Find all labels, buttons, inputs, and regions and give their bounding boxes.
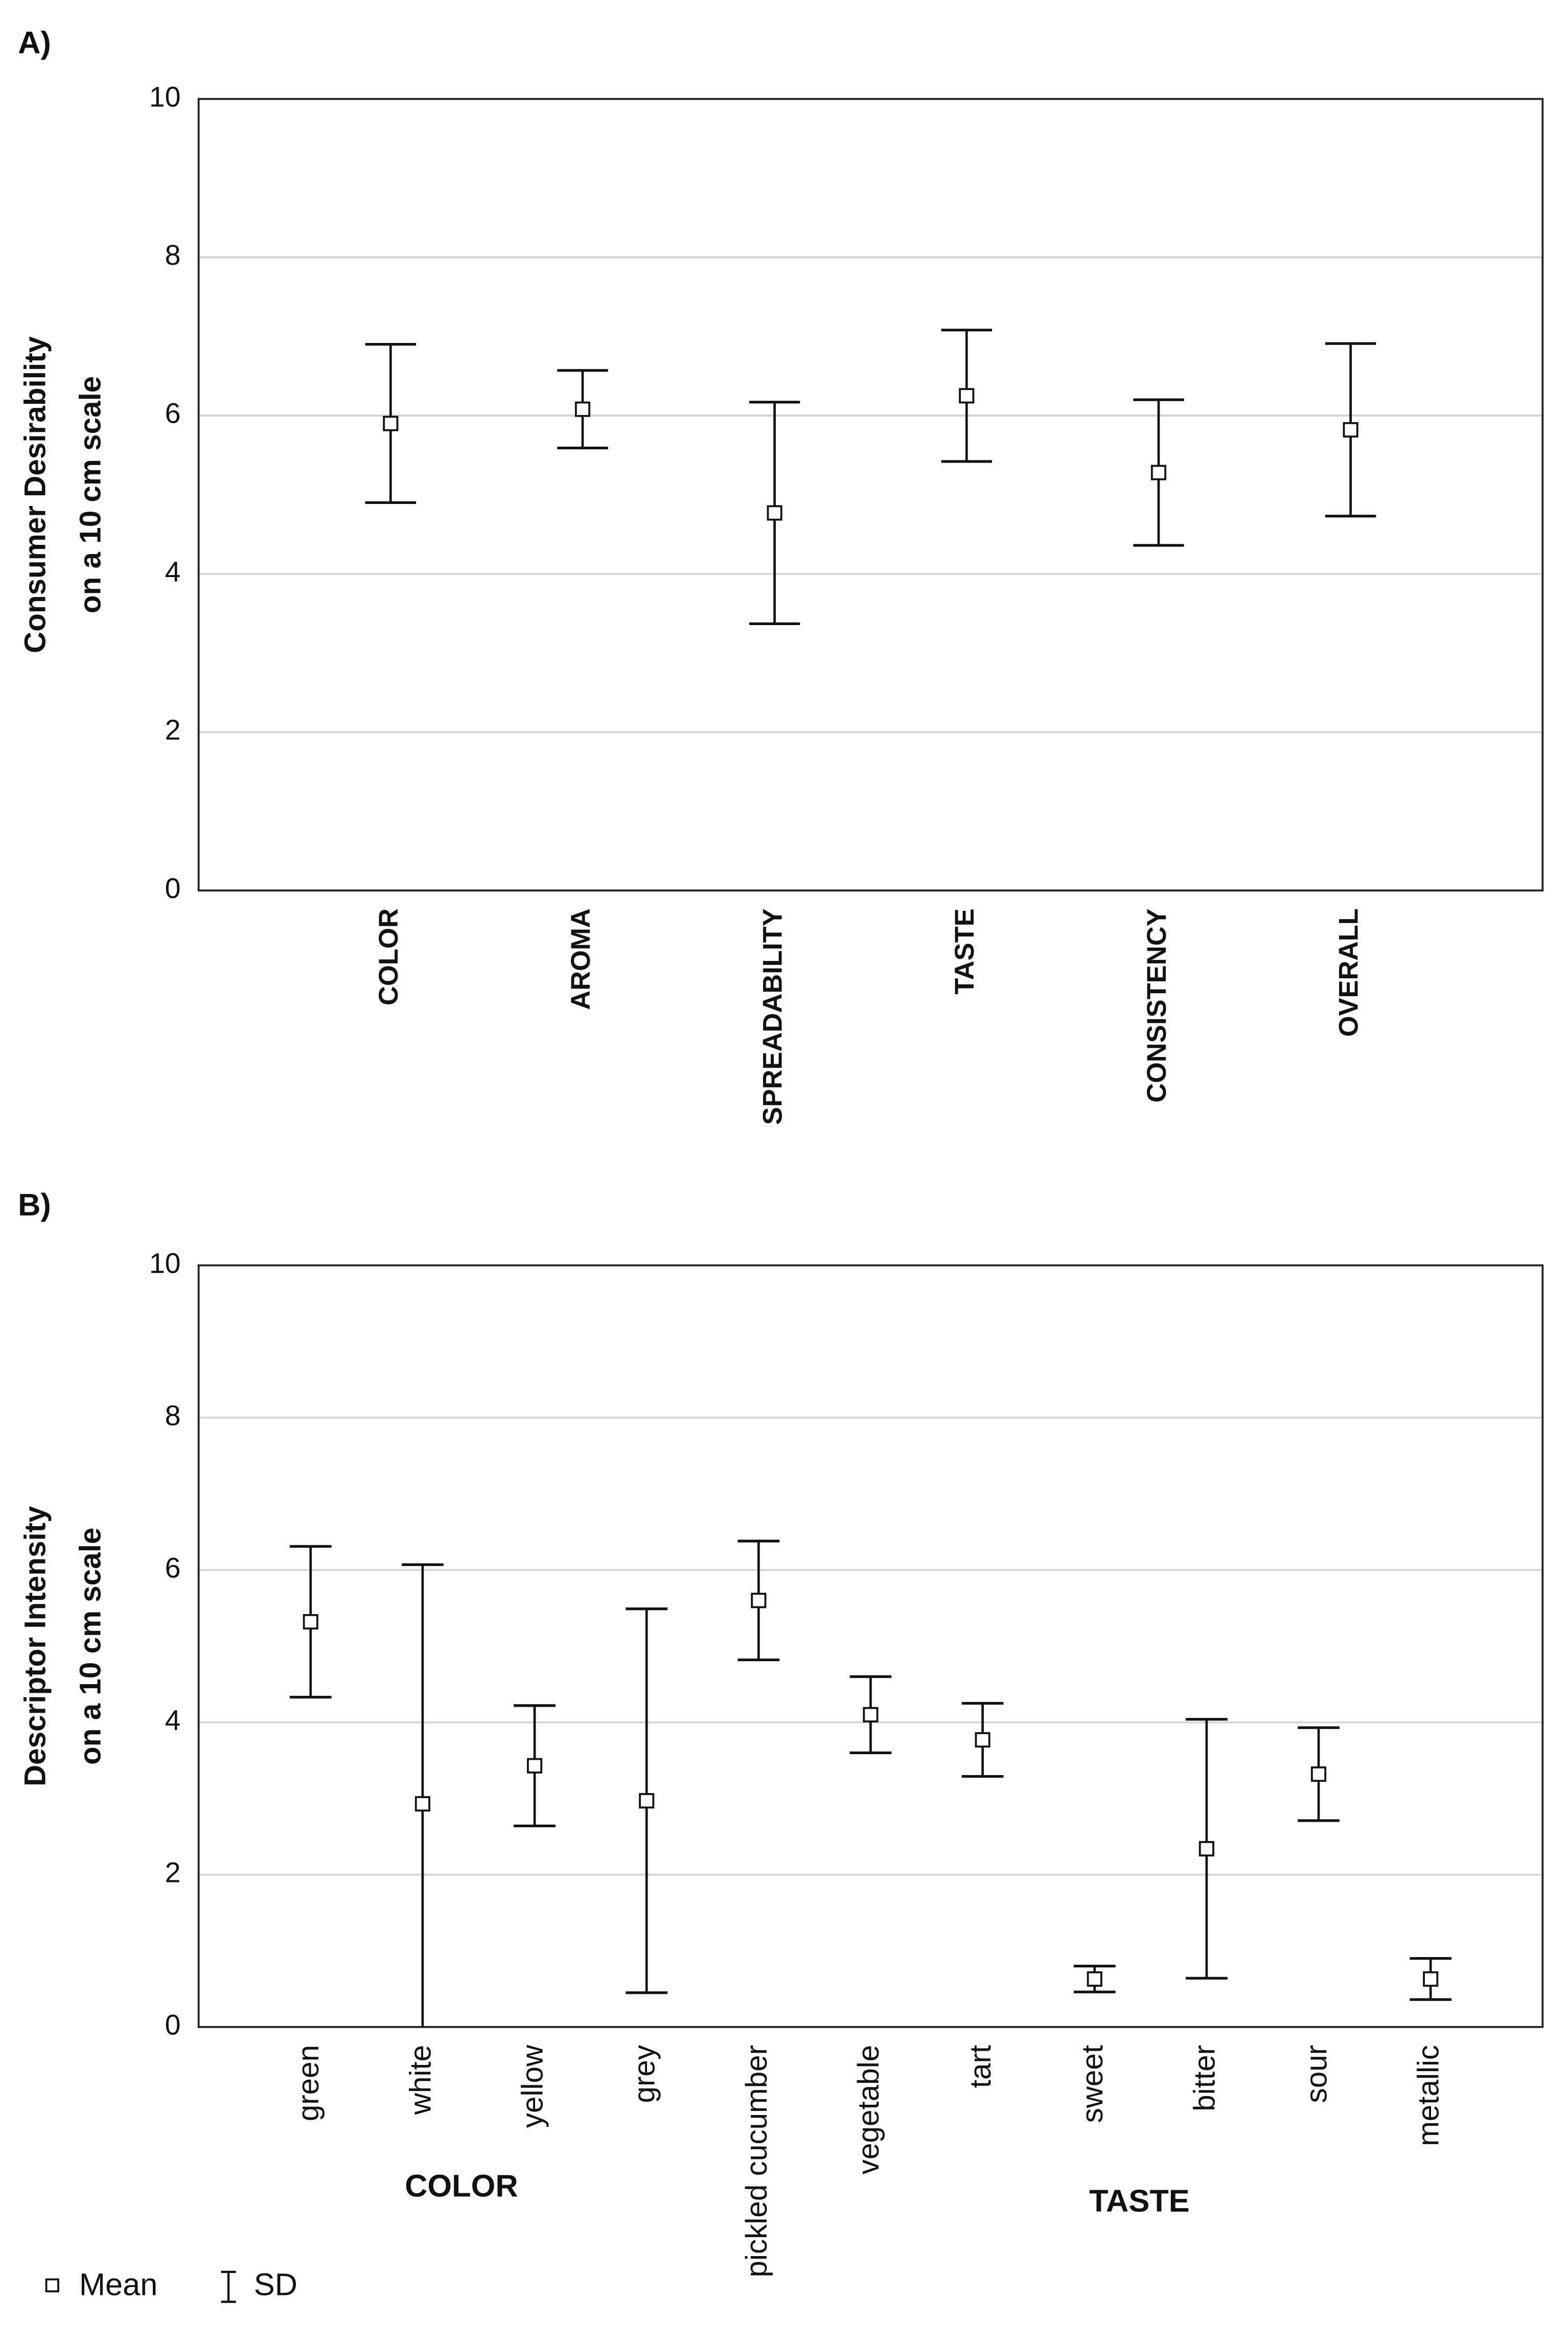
mean-marker [383,416,399,431]
y-tick-label: 2 [165,714,181,746]
x-tick-label: sweet [1076,2045,1109,2123]
mean-marker [526,1758,543,1774]
plot-frame [197,98,1544,892]
x-tick-label: SPREADABILITY [758,908,788,1125]
mean-marker [959,388,975,404]
x-tick-label: COLOR [374,908,404,1005]
y-tick-label: 8 [165,239,181,271]
y-tick-label: 6 [165,1552,181,1583]
chart-panel: B) Descriptor Intensity on a 10 cm scale 0 2… [18,1187,1544,2278]
legend-sd: SD [254,2267,297,2302]
x-tick-label: TASTE [950,908,980,994]
x-tick-label: bitter [1188,2045,1221,2111]
y-tick-label: 8 [165,1399,181,1431]
marks [365,329,1376,625]
chart-panel: A) Consumer Desirability on a 10 cm scale 0… [18,26,1544,1125]
panel-label: A) [18,26,51,61]
y-tick-label: 4 [165,556,181,587]
x-tick-label: white [404,2045,437,2115]
mean-marker [1343,422,1358,438]
mean-marker [1150,465,1167,480]
mean-marker [414,1796,430,1812]
y-axis-label: on a 10 cm scale [74,1527,107,1764]
x-tick-label: OVERALL [1334,908,1364,1037]
legend-mean-icon [45,2278,59,2292]
x-tick-label: sour [1300,2045,1333,2103]
mean-marker [1423,1971,1439,1987]
mean-marker [303,1614,318,1630]
group-label: COLOR [405,2169,518,2204]
marks [289,1539,1452,2027]
y-axis-label: Descriptor Intensity [18,1506,52,1786]
mean-marker [574,401,591,417]
legend-mean: Mean [79,2267,158,2302]
y-axis-label: Consumer Desirability [18,336,52,653]
x-tick-label: grey [628,2044,661,2103]
y-tick-label: 4 [165,1704,181,1736]
mean-marker [639,1793,655,1809]
x-tick-label: tart [964,2045,997,2088]
y-tick-label: 10 [149,81,181,112]
y-tick-label: 0 [165,872,181,904]
y-tick-label: 10 [149,1247,181,1279]
legend: Mean SD [45,2267,297,2303]
y-tick-label: 6 [165,398,181,429]
y-tick-label: 0 [165,2009,181,2040]
mean-marker [1310,1766,1327,1782]
plot-frame [197,1264,1544,2028]
panel-label: B) [18,1187,51,1223]
y-tick-label: 2 [165,1856,181,1888]
mean-marker [767,505,782,521]
x-tick-label: yellow [516,2044,549,2128]
mean-marker [863,1707,879,1722]
mean-marker [751,1593,767,1608]
y-axis-label: on a 10 cm scale [74,376,107,613]
legend-sd-icon [221,2270,236,2303]
mean-marker [975,1732,990,1748]
x-tick-label: pickled cucumber [740,2045,773,2278]
x-tick-label: AROMA [566,908,596,1010]
x-tick-label: metallic [1412,2045,1445,2146]
mean-marker [1087,1971,1102,1987]
mean-marker [1198,1841,1214,1857]
x-tick-label: vegetable [852,2045,885,2174]
group-label: TASTE [1089,2184,1190,2219]
x-tick-label: CONSISTENCY [1142,908,1172,1102]
x-tick-label: green [292,2045,325,2121]
